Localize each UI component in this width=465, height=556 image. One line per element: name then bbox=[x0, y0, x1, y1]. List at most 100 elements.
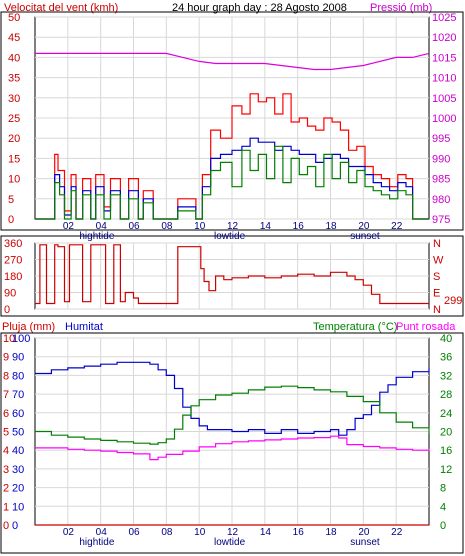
pressure-ytick-1025: 1025 bbox=[432, 12, 456, 24]
humidity-ytick-20: 20 bbox=[12, 483, 24, 495]
rain-ytick-9: 9 bbox=[3, 352, 9, 364]
rain-ytick-1: 1 bbox=[3, 501, 9, 513]
pressure-axis-title: Pressió (mb) bbox=[370, 2, 432, 14]
wind-xtick-20: 20 bbox=[358, 221, 370, 232]
dir-ytick-0: 0 bbox=[4, 304, 10, 316]
series-direction bbox=[35, 244, 429, 305]
hum-xtick-04: 04 bbox=[96, 527, 108, 538]
hum-xtick-08: 08 bbox=[161, 527, 173, 538]
dir-ytick-270: 270 bbox=[4, 255, 22, 267]
series-dewpoint bbox=[35, 435, 430, 461]
humidity-ytick-70: 70 bbox=[12, 389, 24, 401]
pressure-ytick-1010: 1010 bbox=[432, 73, 456, 85]
wind-xtick-08: 08 bbox=[161, 221, 173, 232]
pressure-ytick-1015: 1015 bbox=[432, 52, 456, 64]
rain-ytick-4: 4 bbox=[3, 445, 9, 457]
hum-xtick-02: 02 bbox=[63, 527, 75, 538]
wind-ytick-20: 20 bbox=[8, 133, 20, 145]
temp-ytick-16: 16 bbox=[440, 445, 452, 457]
hum-xtick-18: 18 bbox=[326, 527, 338, 538]
hum-xtick-22: 22 bbox=[391, 527, 403, 538]
temperature-axis-title: Temperatura (°C) bbox=[313, 321, 397, 333]
temp-ytick-8: 8 bbox=[440, 483, 446, 495]
label-layer: 0510152025303540455097598098599099510001… bbox=[3, 12, 456, 548]
wind-ytick-0: 0 bbox=[8, 214, 14, 226]
rain-ytick-8: 8 bbox=[3, 370, 9, 382]
wind-xtick-04: 04 bbox=[96, 221, 108, 232]
pressure-ytick-975: 975 bbox=[432, 214, 450, 226]
rain-ytick-2: 2 bbox=[3, 483, 9, 495]
wind-xtick-12: 12 bbox=[227, 221, 239, 232]
wind-xtick-10: 10 bbox=[194, 221, 206, 232]
dir-compass-2: S bbox=[433, 271, 440, 283]
pressure-ytick-995: 995 bbox=[432, 133, 450, 145]
hum-xtick-20: 20 bbox=[358, 527, 370, 538]
temp-ytick-12: 12 bbox=[440, 464, 452, 476]
pressure-ytick-980: 980 bbox=[432, 194, 450, 206]
humidity-ytick-40: 40 bbox=[12, 445, 24, 457]
rain-ytick-7: 7 bbox=[3, 389, 9, 401]
humidity-ytick-90: 90 bbox=[12, 352, 24, 364]
rain-ytick-10: 10 bbox=[3, 333, 15, 345]
hum-xtick-06: 06 bbox=[129, 527, 141, 538]
humidity-ytick-60: 60 bbox=[12, 408, 24, 420]
humidity-ytick-80: 80 bbox=[12, 370, 24, 382]
hum-annot-lowtide: lowtide bbox=[214, 537, 246, 548]
pressure-ytick-990: 990 bbox=[432, 153, 450, 165]
rain-axis-title: Pluja (mm) bbox=[2, 321, 55, 333]
rain-ytick-5: 5 bbox=[3, 427, 9, 439]
hum-annot-sunset: sunset bbox=[350, 537, 380, 548]
wind-ytick-30: 30 bbox=[8, 93, 20, 105]
wind-ytick-5: 5 bbox=[8, 194, 14, 206]
series-pressure bbox=[35, 52, 430, 71]
wind-xtick-16: 16 bbox=[293, 221, 305, 232]
rain-ytick-6: 6 bbox=[3, 408, 9, 420]
temp-ytick-24: 24 bbox=[440, 408, 452, 420]
pressure-ytick-1000: 1000 bbox=[432, 113, 456, 125]
humidity-ytick-30: 30 bbox=[12, 464, 24, 476]
outer-frame-mid bbox=[0, 235, 464, 317]
wind-xtick-18: 18 bbox=[326, 221, 338, 232]
humidity-ytick-100: 100 bbox=[12, 333, 30, 345]
pressure-ytick-1020: 1020 bbox=[432, 32, 456, 44]
outer-frame-top bbox=[0, 11, 464, 231]
humidity-ytick-0: 0 bbox=[12, 520, 18, 532]
dir-compass-3: E bbox=[433, 288, 440, 300]
outer-frame-bottom bbox=[0, 332, 464, 554]
hum-xtick-12: 12 bbox=[227, 527, 239, 538]
rain-ytick-0: 0 bbox=[3, 520, 9, 532]
wind-xtick-22: 22 bbox=[391, 221, 403, 232]
pressure-ytick-985: 985 bbox=[432, 174, 450, 186]
hum-xtick-16: 16 bbox=[293, 527, 305, 538]
wind-ytick-10: 10 bbox=[8, 174, 20, 186]
humidity-ytick-10: 10 bbox=[12, 501, 24, 513]
direction-current-value: 299 bbox=[444, 295, 462, 307]
temp-ytick-40: 40 bbox=[440, 333, 452, 345]
humidity-axis-title: Humitat bbox=[65, 321, 103, 333]
grid-layer bbox=[35, 16, 429, 526]
hum-annot-hightide: hightide bbox=[79, 537, 114, 548]
wind-xtick-14: 14 bbox=[260, 221, 272, 232]
hum-xtick-10: 10 bbox=[194, 527, 206, 538]
wind-ytick-45: 45 bbox=[8, 32, 20, 44]
wind-annot-sunset: sunset bbox=[350, 231, 380, 242]
dir-ytick-360: 360 bbox=[4, 238, 22, 250]
rain-ytick-3: 3 bbox=[3, 464, 9, 476]
dir-compass-0: N bbox=[433, 238, 441, 250]
wind-xtick-06: 06 bbox=[129, 221, 141, 232]
temp-ytick-0: 0 bbox=[440, 520, 446, 532]
series-humidity bbox=[35, 361, 430, 436]
dir-compass-4: N bbox=[433, 304, 441, 316]
series-layer bbox=[35, 52, 430, 526]
temp-ytick-20: 20 bbox=[440, 427, 452, 439]
wind-xtick-02: 02 bbox=[63, 221, 75, 232]
series-temperature bbox=[35, 385, 430, 445]
series-wind_dark bbox=[35, 145, 429, 220]
wind-ytick-40: 40 bbox=[8, 52, 20, 64]
pressure-ytick-1005: 1005 bbox=[432, 93, 456, 105]
wind-annot-lowtide: lowtide bbox=[214, 231, 246, 242]
dir-ytick-90: 90 bbox=[4, 288, 16, 300]
dir-ytick-180: 180 bbox=[4, 271, 22, 283]
temp-ytick-32: 32 bbox=[440, 370, 452, 382]
